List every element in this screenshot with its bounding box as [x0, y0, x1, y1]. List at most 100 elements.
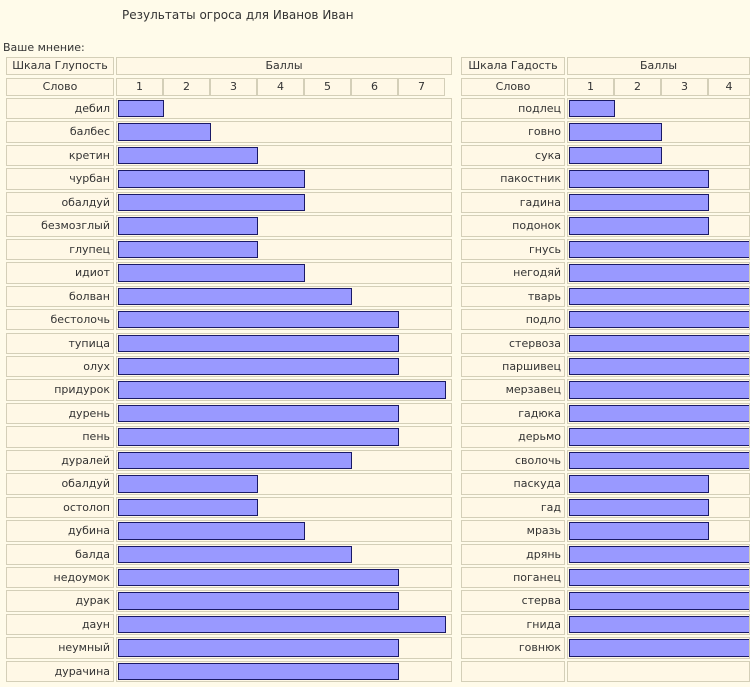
bar-cell	[567, 168, 750, 190]
bar	[569, 100, 615, 118]
bar-cell	[116, 520, 452, 542]
bar-cell	[567, 309, 750, 331]
tick-label: 7	[398, 78, 445, 96]
bar-cell	[116, 379, 452, 401]
bar	[118, 545, 352, 563]
bar	[118, 264, 305, 282]
bar-cell	[116, 426, 452, 448]
word-label: дерьмо	[461, 426, 565, 448]
tick-label: 6	[351, 78, 398, 96]
bar-cell	[567, 262, 750, 284]
word-label: стерва	[461, 590, 565, 612]
bar-cell	[567, 426, 750, 448]
bar	[118, 311, 399, 329]
bar	[118, 522, 305, 540]
word-label: олух	[6, 355, 114, 378]
bar-cell	[116, 590, 452, 612]
bar	[118, 592, 399, 610]
bar-cell	[116, 285, 452, 308]
bar-cell	[567, 144, 750, 167]
word-label: бестолочь	[6, 309, 114, 331]
tick-label: 4	[257, 78, 304, 96]
bar	[569, 404, 749, 423]
bar	[569, 146, 662, 165]
bar	[118, 639, 399, 657]
bar-cell	[567, 121, 750, 143]
word-label: дубина	[6, 520, 114, 542]
bar	[569, 592, 749, 610]
bar-cell	[116, 496, 452, 519]
word-label: гадина	[461, 191, 565, 214]
bar	[118, 404, 399, 423]
bar-cell	[567, 215, 750, 237]
bar	[118, 146, 258, 165]
word-label: сволочь	[461, 449, 565, 472]
word-label: сука	[461, 144, 565, 167]
bar-cell	[116, 121, 452, 143]
word-label: паршивец	[461, 355, 565, 378]
bar-cell	[116, 613, 452, 636]
bar	[569, 240, 749, 259]
bar-cell	[116, 332, 452, 354]
bar-cell	[567, 191, 750, 214]
page-title: Результаты огроса для Иванов Иван	[122, 8, 354, 22]
tick-label: 3	[661, 78, 708, 96]
word-label: глупец	[6, 238, 114, 261]
word-label: гадюка	[461, 402, 565, 425]
bar	[118, 170, 305, 188]
word-label: пень	[6, 426, 114, 448]
bar	[569, 287, 749, 306]
bar	[118, 100, 164, 118]
word-label: стервоза	[461, 332, 565, 354]
scale-header: Шкала Гадость	[461, 57, 565, 75]
word-label: идиот	[6, 262, 114, 284]
bar-cell	[116, 543, 452, 565]
bar-cell	[567, 590, 750, 612]
bar	[569, 475, 709, 493]
bar-cell	[116, 215, 452, 237]
word-label: подонок	[461, 215, 565, 237]
bar-cell	[567, 332, 750, 354]
bar	[118, 240, 258, 259]
bar	[118, 569, 399, 587]
bar-cell	[567, 449, 750, 472]
bar	[569, 170, 709, 188]
word-label: говнюк	[461, 637, 565, 659]
bar-cell	[116, 637, 452, 659]
bar	[118, 357, 399, 376]
bar	[569, 217, 709, 235]
bar-cell	[567, 567, 750, 589]
bar	[569, 311, 749, 329]
word-label: говно	[461, 121, 565, 143]
word-label: подлец	[461, 98, 565, 120]
bar-cell	[116, 98, 452, 120]
word-column-header: Слово	[6, 78, 114, 96]
bar	[118, 428, 399, 446]
tick-label: 3	[210, 78, 257, 96]
bar	[569, 334, 749, 352]
bar-cell	[567, 520, 750, 542]
bar	[569, 428, 749, 446]
bar	[569, 545, 749, 563]
tick-label: 2	[163, 78, 210, 96]
tick-label: 1	[116, 78, 163, 96]
bar	[118, 334, 399, 352]
word-label: пакостник	[461, 168, 565, 190]
bar-cell	[116, 660, 452, 683]
bar	[569, 639, 749, 657]
bar-cell	[116, 238, 452, 261]
opinion-label: Ваше мнение:	[3, 41, 85, 54]
bar-cell	[567, 543, 750, 565]
word-label: остолоп	[6, 496, 114, 519]
word-label: чурбан	[6, 168, 114, 190]
word-label: обалдуй	[6, 191, 114, 214]
word-label: кретин	[6, 144, 114, 167]
word-label: подло	[461, 309, 565, 331]
bar-cell	[567, 637, 750, 659]
bar-cell	[116, 402, 452, 425]
bar-cell	[567, 402, 750, 425]
word-label: гнусь	[461, 238, 565, 261]
bar	[569, 123, 662, 141]
word-label: дебил	[6, 98, 114, 120]
word-label: безмозглый	[6, 215, 114, 237]
